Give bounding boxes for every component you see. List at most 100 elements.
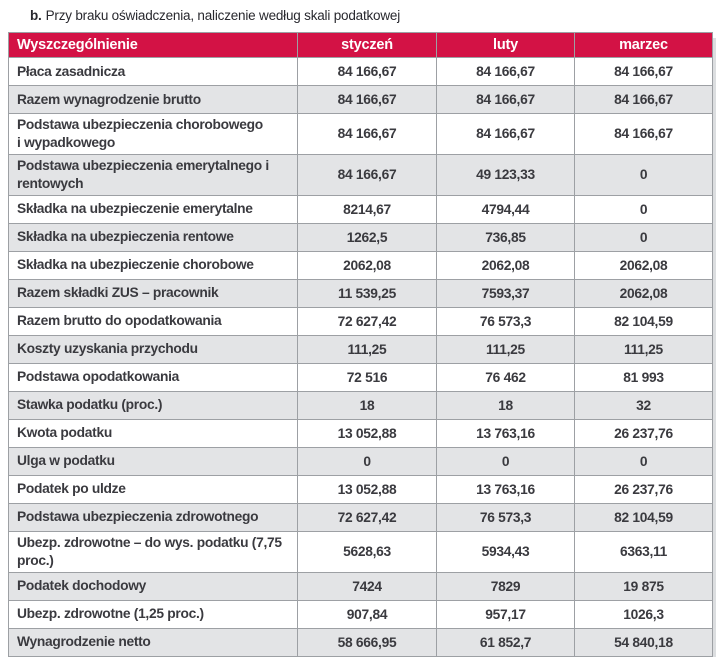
row-value: 1026,3 xyxy=(574,599,713,629)
table-header-row: Wyszczególnienie styczeń luty marzec xyxy=(8,32,713,58)
row-label: Razem brutto do opodatkowania xyxy=(8,306,298,336)
row-value: 0 xyxy=(574,222,713,252)
row-value: 1262,5 xyxy=(297,222,437,252)
row-label: Stawka podatku (proc.) xyxy=(8,390,298,420)
row-label: Kwota podatku xyxy=(8,418,298,448)
row-value: 2062,08 xyxy=(574,250,713,280)
row-value: 13 052,88 xyxy=(297,418,437,448)
row-label: Składka na ubezpieczenie emerytalne xyxy=(8,194,298,224)
table-row: Wynagrodzenie netto 58 666,95 61 852,7 54 8… xyxy=(8,627,713,657)
row-value: 18 xyxy=(436,390,575,420)
table-row: Podstawa ubezpieczenia chorobowego i wyp… xyxy=(8,113,713,155)
row-value: 76 573,3 xyxy=(436,306,575,336)
row-value: 7424 xyxy=(297,571,437,601)
row-value: 0 xyxy=(574,446,713,476)
row-label: Ubezp. zdrowotne – do wys. podatku (7,75… xyxy=(8,530,298,573)
row-value: 84 166,67 xyxy=(574,113,713,155)
page-title: b. Przy braku oświadczenia, naliczenie we… xyxy=(30,8,720,23)
row-value: 82 104,59 xyxy=(574,502,713,532)
row-value: 111,25 xyxy=(436,334,575,364)
row-label: Składka na ubezpieczenie chorobowe xyxy=(8,250,298,280)
row-value: 72 627,42 xyxy=(297,502,437,532)
row-value: 5628,63 xyxy=(297,530,437,573)
row-value: 4794,44 xyxy=(436,194,575,224)
row-label: Ubezp. zdrowotne (1,25 proc.) xyxy=(8,599,298,629)
table-row: Kwota podatku 13 052,88 13 763,16 26 237,76 xyxy=(8,418,713,448)
row-value: 7829 xyxy=(436,571,575,601)
row-value: 907,84 xyxy=(297,599,437,629)
row-label: Razem wynagrodzenie brutto xyxy=(8,85,298,114)
row-label: Podstawa opodatkowania xyxy=(8,362,298,392)
table-row: Razem wynagrodzenie brutto 84 166,67 84 16… xyxy=(8,85,713,114)
table-row: Razem brutto do opodatkowania 72 627,42 76… xyxy=(8,306,713,336)
row-label: Płaca zasadnicza xyxy=(8,57,298,86)
row-value: 736,85 xyxy=(436,222,575,252)
row-value: 0 xyxy=(297,446,437,476)
row-value: 0 xyxy=(574,153,713,196)
row-value: 72 516 xyxy=(297,362,437,392)
table-row: Razem składki ZUS – pracownik 11 539,25 75… xyxy=(8,278,713,308)
table-row: Płaca zasadnicza 84 166,67 84 166,67 84 166… xyxy=(8,57,713,86)
row-value: 2062,08 xyxy=(436,250,575,280)
row-value: 84 166,67 xyxy=(436,57,575,86)
row-value: 11 539,25 xyxy=(297,278,437,308)
row-value: 26 237,76 xyxy=(574,418,713,448)
table-row: Podstawa ubezpieczenia zdrowotnego 72 627… xyxy=(8,502,713,532)
row-value: 76 462 xyxy=(436,362,575,392)
row-value: 54 840,18 xyxy=(574,627,713,657)
title-text: Przy braku oświadczenia, naliczenie wedł… xyxy=(45,8,401,23)
row-value: 84 166,67 xyxy=(297,153,437,196)
row-value: 111,25 xyxy=(297,334,437,364)
row-value: 84 166,67 xyxy=(297,113,437,155)
row-value: 111,25 xyxy=(574,334,713,364)
row-label: Podstawa ubezpieczenia emerytalnego i re… xyxy=(8,153,298,196)
row-value: 58 666,95 xyxy=(297,627,437,657)
row-value: 84 166,67 xyxy=(574,85,713,114)
row-value: 82 104,59 xyxy=(574,306,713,336)
row-value: 76 573,3 xyxy=(436,502,575,532)
page: b. Przy braku oświadczenia, naliczenie we… xyxy=(0,8,720,657)
table-row: Składka na ubezpieczenie chorobowe 2062,0… xyxy=(8,250,713,280)
row-value: 84 166,67 xyxy=(297,85,437,114)
row-value: 6363,11 xyxy=(574,530,713,573)
row-value: 84 166,67 xyxy=(574,57,713,86)
table-row: Ubezp. zdrowotne (1,25 proc.) 907,84 957,1… xyxy=(8,599,713,629)
table-row: Składka na ubezpieczenia rentowe 1262,5 73… xyxy=(8,222,713,252)
row-value: 81 993 xyxy=(574,362,713,392)
row-label: Podatek po uldze xyxy=(8,474,298,504)
row-value: 0 xyxy=(574,194,713,224)
row-value: 7593,37 xyxy=(436,278,575,308)
table-row: Podatek dochodowy 7424 7829 19 875 xyxy=(8,571,713,601)
row-value: 13 052,88 xyxy=(297,474,437,504)
row-value: 72 627,42 xyxy=(297,306,437,336)
row-value: 19 875 xyxy=(574,571,713,601)
table-row: Podstawa opodatkowania 72 516 76 462 81 993 xyxy=(8,362,713,392)
row-label: Podstawa ubezpieczenia chorobowego i wyp… xyxy=(8,113,298,155)
row-label: Koszty uzyskania przychodu xyxy=(8,334,298,364)
tax-table: Wyszczególnienie styczeń luty marzec Pła… xyxy=(8,32,713,657)
row-value: 5934,43 xyxy=(436,530,575,573)
table-row: Składka na ubezpieczenie emerytalne 8214,… xyxy=(8,194,713,224)
table-row: Stawka podatku (proc.) 18 18 32 xyxy=(8,390,713,420)
table-row: Podstawa ubezpieczenia emerytalnego i re… xyxy=(8,153,713,196)
row-value: 13 763,16 xyxy=(436,474,575,504)
row-value: 84 166,67 xyxy=(297,57,437,86)
row-value: 49 123,33 xyxy=(436,153,575,196)
row-value: 26 237,76 xyxy=(574,474,713,504)
row-label: Ulga w podatku xyxy=(8,446,298,476)
table-row: Ulga w podatku 0 0 0 xyxy=(8,446,713,476)
row-value: 13 763,16 xyxy=(436,418,575,448)
row-value: 84 166,67 xyxy=(436,85,575,114)
row-value: 2062,08 xyxy=(574,278,713,308)
table-row: Koszty uzyskania przychodu 111,25 111,25 11… xyxy=(8,334,713,364)
row-value: 84 166,67 xyxy=(436,113,575,155)
column-header-wyszczegolnienie: Wyszczególnienie xyxy=(8,32,298,58)
row-value: 957,17 xyxy=(436,599,575,629)
row-label: Razem składki ZUS – pracownik xyxy=(8,278,298,308)
row-value: 0 xyxy=(436,446,575,476)
row-label: Podatek dochodowy xyxy=(8,571,298,601)
title-prefix: b. xyxy=(30,8,42,23)
column-header-styczen: styczeń xyxy=(297,32,437,58)
column-header-marzec: marzec xyxy=(574,32,713,58)
row-value: 32 xyxy=(574,390,713,420)
